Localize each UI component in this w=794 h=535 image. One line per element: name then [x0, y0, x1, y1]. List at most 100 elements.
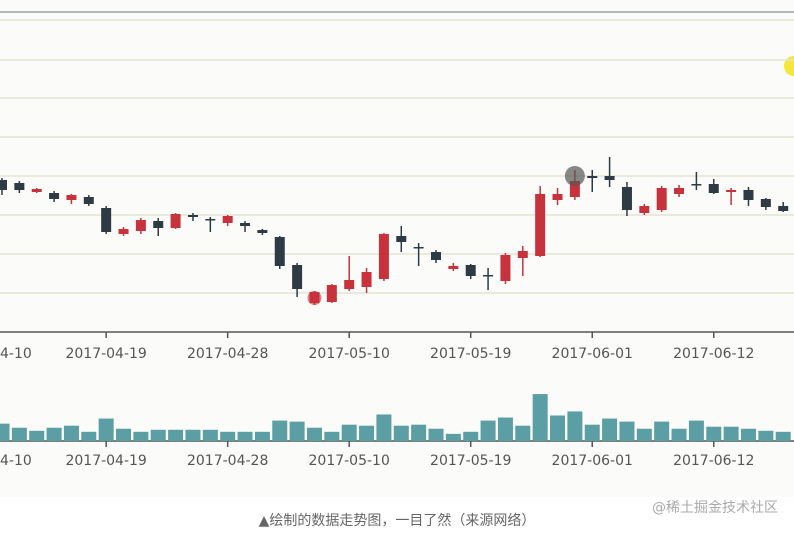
candle-body	[760, 199, 771, 207]
candle-body	[222, 216, 233, 223]
x-tick-label: 2017-04-28	[187, 346, 268, 362]
volume-bar	[220, 431, 236, 441]
hover-marker	[564, 166, 585, 186]
volume-bar	[688, 420, 704, 441]
volume-bar	[254, 431, 270, 441]
candle-body	[535, 194, 546, 256]
volume-bar	[411, 424, 427, 441]
x-tick-label: 2017-05-19	[430, 453, 511, 469]
candle-body	[153, 221, 164, 228]
candle-body	[726, 190, 737, 192]
candle-body	[240, 223, 251, 226]
volume-bar	[272, 420, 288, 441]
x-tick-label: 2017-05-19	[430, 346, 511, 362]
volume-bar	[671, 428, 687, 441]
watermark: @稀土掘金技术社区	[652, 500, 778, 516]
candle-body	[639, 206, 650, 213]
candle-body	[344, 280, 355, 289]
candle-body	[569, 181, 580, 197]
volume-bar	[306, 427, 322, 441]
x-tick-label: 2017-06-12	[673, 453, 754, 469]
x-tick-label: 2017-05-10	[309, 346, 390, 362]
candle-body	[292, 265, 303, 289]
candle-body	[517, 251, 528, 258]
volume-bar	[81, 431, 97, 441]
x-tick-label: 2017-04-19	[65, 453, 146, 469]
volume-bar	[237, 431, 253, 441]
volume-bar	[567, 411, 583, 441]
candle-body	[170, 214, 181, 228]
candle-body	[274, 237, 285, 266]
volume-bar	[0, 423, 10, 441]
volume-bar	[706, 426, 722, 441]
candle-body	[674, 188, 685, 194]
x-tick-label: 2017-06-01	[552, 453, 633, 469]
candle-body	[500, 255, 511, 281]
chart-background	[0, 0, 794, 497]
candle-body	[552, 194, 563, 200]
volume-bar	[133, 431, 149, 441]
x-tick-label: 2017-06-01	[552, 346, 633, 362]
candle-body	[66, 195, 77, 200]
candle-body	[656, 188, 667, 210]
volume-bar	[393, 425, 409, 441]
volume-bar	[463, 431, 479, 441]
volume-bar	[289, 421, 305, 441]
volume-bar	[584, 424, 600, 441]
volume-bar	[202, 429, 218, 441]
volume-bar	[532, 394, 548, 441]
candle-body	[413, 247, 424, 249]
volume-bar	[497, 417, 513, 441]
candle-body	[483, 275, 494, 277]
volume-bar	[428, 428, 444, 441]
x-tick-label: 4-10	[0, 346, 32, 362]
volume-bar	[515, 425, 531, 441]
x-tick-label: 2017-04-19	[65, 346, 146, 362]
candle-body	[396, 236, 407, 242]
candle-body	[743, 190, 754, 200]
candle-body	[604, 176, 615, 180]
volume-bar	[480, 420, 496, 441]
volume-bar	[185, 429, 201, 441]
volume-bar	[740, 428, 756, 441]
candle-body	[708, 184, 719, 193]
candle-body	[621, 187, 632, 210]
candle-body	[31, 189, 42, 192]
candle-body	[257, 230, 268, 233]
x-tick-label: 4-10	[0, 453, 32, 469]
volume-bar	[359, 425, 375, 441]
caption: ▲绘制的数据走势图，一目了然（来源网络）	[259, 512, 536, 529]
highlight-dot	[784, 56, 794, 76]
candle-body	[378, 234, 389, 279]
candle-body	[118, 229, 129, 234]
x-tick-label: 2017-04-28	[187, 453, 268, 469]
volume-bar	[150, 429, 166, 441]
candle-body	[0, 180, 7, 190]
volume-bar	[376, 414, 392, 441]
volume-bar	[98, 418, 114, 441]
candle-body	[187, 215, 198, 217]
volume-bar	[775, 431, 791, 441]
volume-bar	[11, 427, 27, 441]
volume-bar	[619, 421, 635, 441]
volume-bar	[46, 427, 62, 441]
candle-body	[49, 193, 60, 199]
candle-body	[465, 265, 476, 276]
candle-body	[101, 208, 112, 232]
volume-bar	[723, 426, 739, 441]
candle-body	[448, 266, 459, 269]
volume-bar	[324, 431, 340, 441]
candle-body	[361, 272, 372, 287]
volume-bar	[29, 430, 45, 441]
candle-body	[431, 252, 441, 260]
volume-bar	[636, 428, 652, 441]
volume-bar	[758, 430, 774, 441]
volume-bar	[341, 424, 357, 441]
x-tick-label: 2017-06-12	[673, 346, 754, 362]
x-tick-label: 2017-05-10	[309, 453, 390, 469]
volume-bar	[654, 421, 670, 441]
volume-bar	[602, 418, 618, 441]
volume-bar	[550, 415, 566, 441]
